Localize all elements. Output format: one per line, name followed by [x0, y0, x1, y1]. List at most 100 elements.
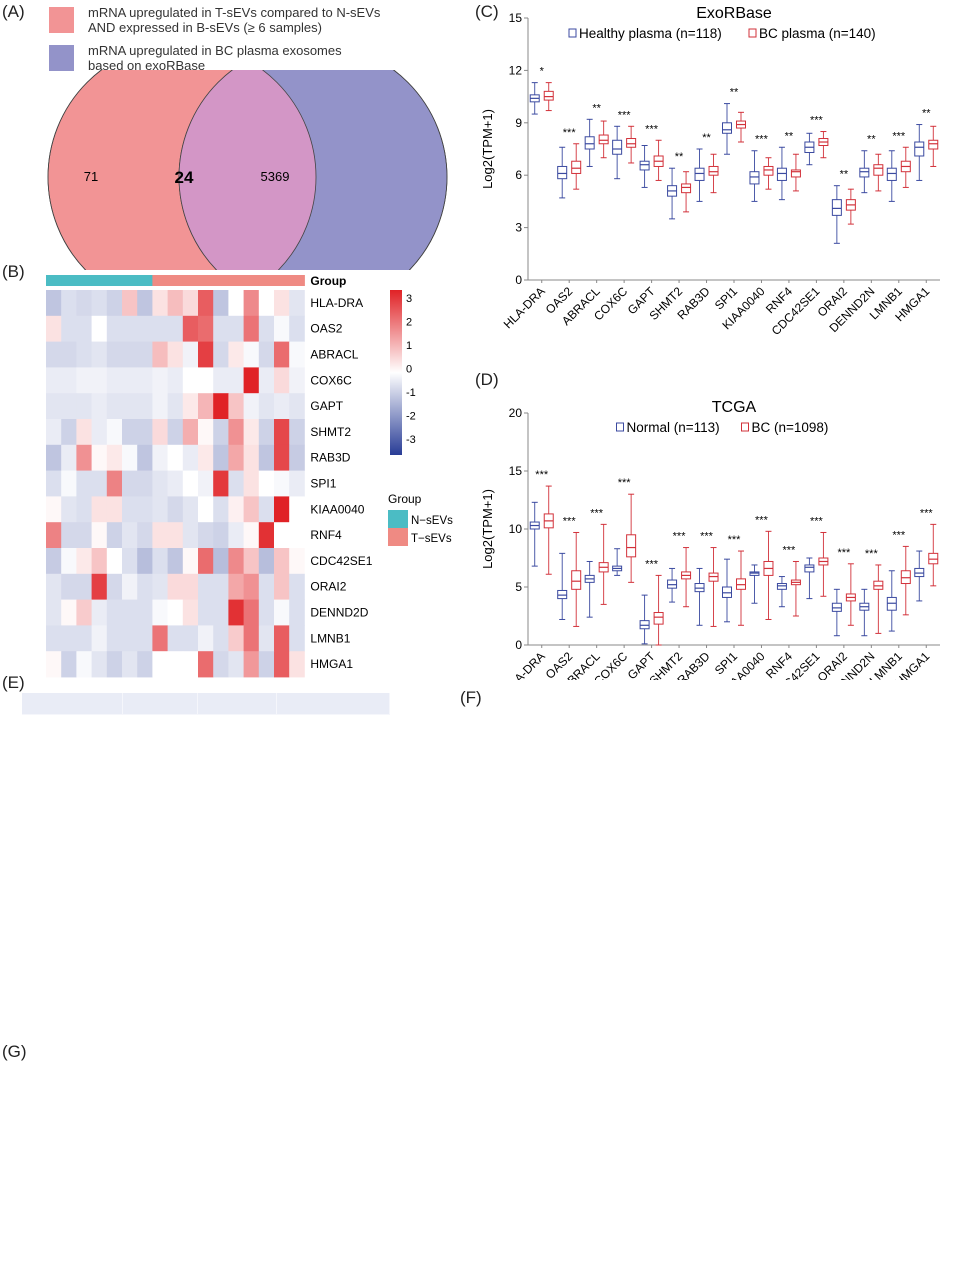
- heatmap-cell: [122, 315, 138, 342]
- heatmap-cell: [213, 573, 229, 600]
- heatmap-cell: [122, 651, 138, 678]
- chart-title: TCGA: [712, 399, 757, 416]
- color-scale-tick: 3: [406, 293, 412, 305]
- heatmap-cell: [167, 393, 184, 420]
- heatmap-cell: [198, 625, 214, 652]
- heatmap-cell: [289, 315, 305, 342]
- significance-label: ***: [590, 507, 604, 519]
- legend-label-1: Normal (n=113): [627, 420, 720, 435]
- significance-label: **: [867, 134, 876, 146]
- significance-label: ***: [728, 534, 742, 546]
- heatmap-cell: [91, 290, 108, 317]
- venn-left-count: 71: [84, 169, 98, 184]
- group-annotation-cell: [258, 275, 275, 286]
- heatmap-cell: [76, 599, 92, 626]
- heatmap-cell: [213, 290, 229, 317]
- heatmap-cell: [213, 419, 229, 446]
- heatmap-cell: [91, 315, 108, 342]
- significance-label: ***: [645, 558, 659, 570]
- legend-label-tsevs: T−sEVs: [411, 533, 452, 545]
- venn-diagram: 71 24 5369: [47, 70, 448, 270]
- heatmap-cell: [198, 651, 214, 678]
- heatmap-cell: [61, 419, 77, 446]
- heatmap-cell: [122, 470, 138, 497]
- significance-label: *: [540, 66, 545, 78]
- heatmap-cell: [182, 393, 199, 420]
- legend-label-2: BC plasma (n=140): [759, 26, 876, 41]
- heatmap-cell: [228, 367, 244, 394]
- heatmap-cell: [198, 315, 214, 342]
- legend-label-2: BC (n=1098): [752, 420, 829, 435]
- heatmap-cell: [198, 522, 214, 549]
- heatmap-cell: [243, 419, 260, 446]
- heatmap-row-label: RNF4: [310, 528, 342, 542]
- table-group-annotations: [0, 680, 460, 1020]
- heatmap-cell: [243, 393, 260, 420]
- heatmap-cell: [152, 573, 168, 600]
- box-iqr: [886, 167, 897, 181]
- color-scale-tick: 0: [406, 364, 412, 376]
- box-iqr: [584, 136, 595, 150]
- heatmap-cell: [122, 522, 138, 549]
- legend-box-icon-1: [616, 422, 624, 432]
- heatmap-cell: [122, 548, 138, 575]
- legend-left-line2: AND expressed in B-sEVs (≥ 6 samples): [88, 20, 322, 35]
- legend-text-left-set: mRNA upregulated in T-sEVs compared to N…: [88, 5, 380, 35]
- heatmap-cell: [213, 522, 229, 549]
- heatmap-cell: [91, 470, 108, 497]
- heatmap-cell: [46, 470, 62, 497]
- box-iqr: [543, 90, 554, 101]
- heatmap-cell: [167, 315, 184, 342]
- heatmap-cell: [289, 341, 305, 368]
- heatmap-cell: [243, 599, 260, 626]
- heatmap-cell: [61, 548, 77, 575]
- panel-label-b: (B): [2, 262, 25, 281]
- y-tick-label: 15: [509, 464, 523, 478]
- heatmap-cell: [258, 599, 275, 626]
- heatmap-cell: [228, 625, 244, 652]
- heatmap-cell: [137, 315, 153, 342]
- heatmap-cell: [106, 496, 123, 523]
- heatmap-cell: [182, 290, 199, 317]
- heatmap-cell: [122, 625, 138, 652]
- heatmap-cell: [274, 393, 290, 420]
- heatmap-cell: [289, 367, 305, 394]
- venn-overlap: [179, 70, 316, 270]
- heatmap-cell: [258, 419, 275, 446]
- exorbase-boxplot: ExoRBase Healthy plasma (n=118) BC plasma …: [480, 5, 940, 338]
- heatmap-row-label: SHMT2: [310, 425, 351, 439]
- group-annotation-cell: [289, 275, 305, 286]
- legend-box-icon-2: [748, 28, 757, 38]
- heatmap-cell: [274, 341, 290, 368]
- heatmap-cell: [243, 367, 260, 394]
- col-header-gene: [22, 693, 123, 716]
- y-tick-label: 15: [509, 11, 523, 25]
- significance-label: ***: [810, 515, 824, 527]
- heatmap-cell: [106, 522, 123, 549]
- heatmap-cell: [228, 393, 244, 420]
- panel-label-d: (D): [475, 370, 499, 389]
- significance-label: ***: [618, 109, 632, 121]
- heatmap-cell: [61, 341, 77, 368]
- heatmap-cell: [152, 496, 168, 523]
- group-annotation-cell: [198, 275, 214, 286]
- heatmap-cell: [46, 290, 62, 317]
- heatmap-cell: [106, 573, 123, 600]
- heatmap-cell: [61, 496, 77, 523]
- heatmap-cell: [76, 419, 92, 446]
- heatmap-cell: [213, 496, 229, 523]
- heatmap-cell: [137, 444, 153, 471]
- color-scale-tick: -2: [406, 411, 416, 423]
- heatmap-cell: [76, 470, 92, 497]
- heatmap-cell: [46, 548, 62, 575]
- heatmap-cell: [106, 367, 123, 394]
- box-iqr: [776, 167, 787, 181]
- heatmap-cell: [274, 470, 290, 497]
- significance-label: ***: [837, 547, 851, 559]
- heatmap-cell: [213, 651, 229, 678]
- group-annotation-cell: [167, 275, 184, 286]
- heatmap-cell: [167, 290, 184, 317]
- heatmap-cell: [182, 315, 199, 342]
- heatmap-cell: [289, 651, 305, 678]
- heatmap-row-label: ABRACL: [310, 348, 358, 362]
